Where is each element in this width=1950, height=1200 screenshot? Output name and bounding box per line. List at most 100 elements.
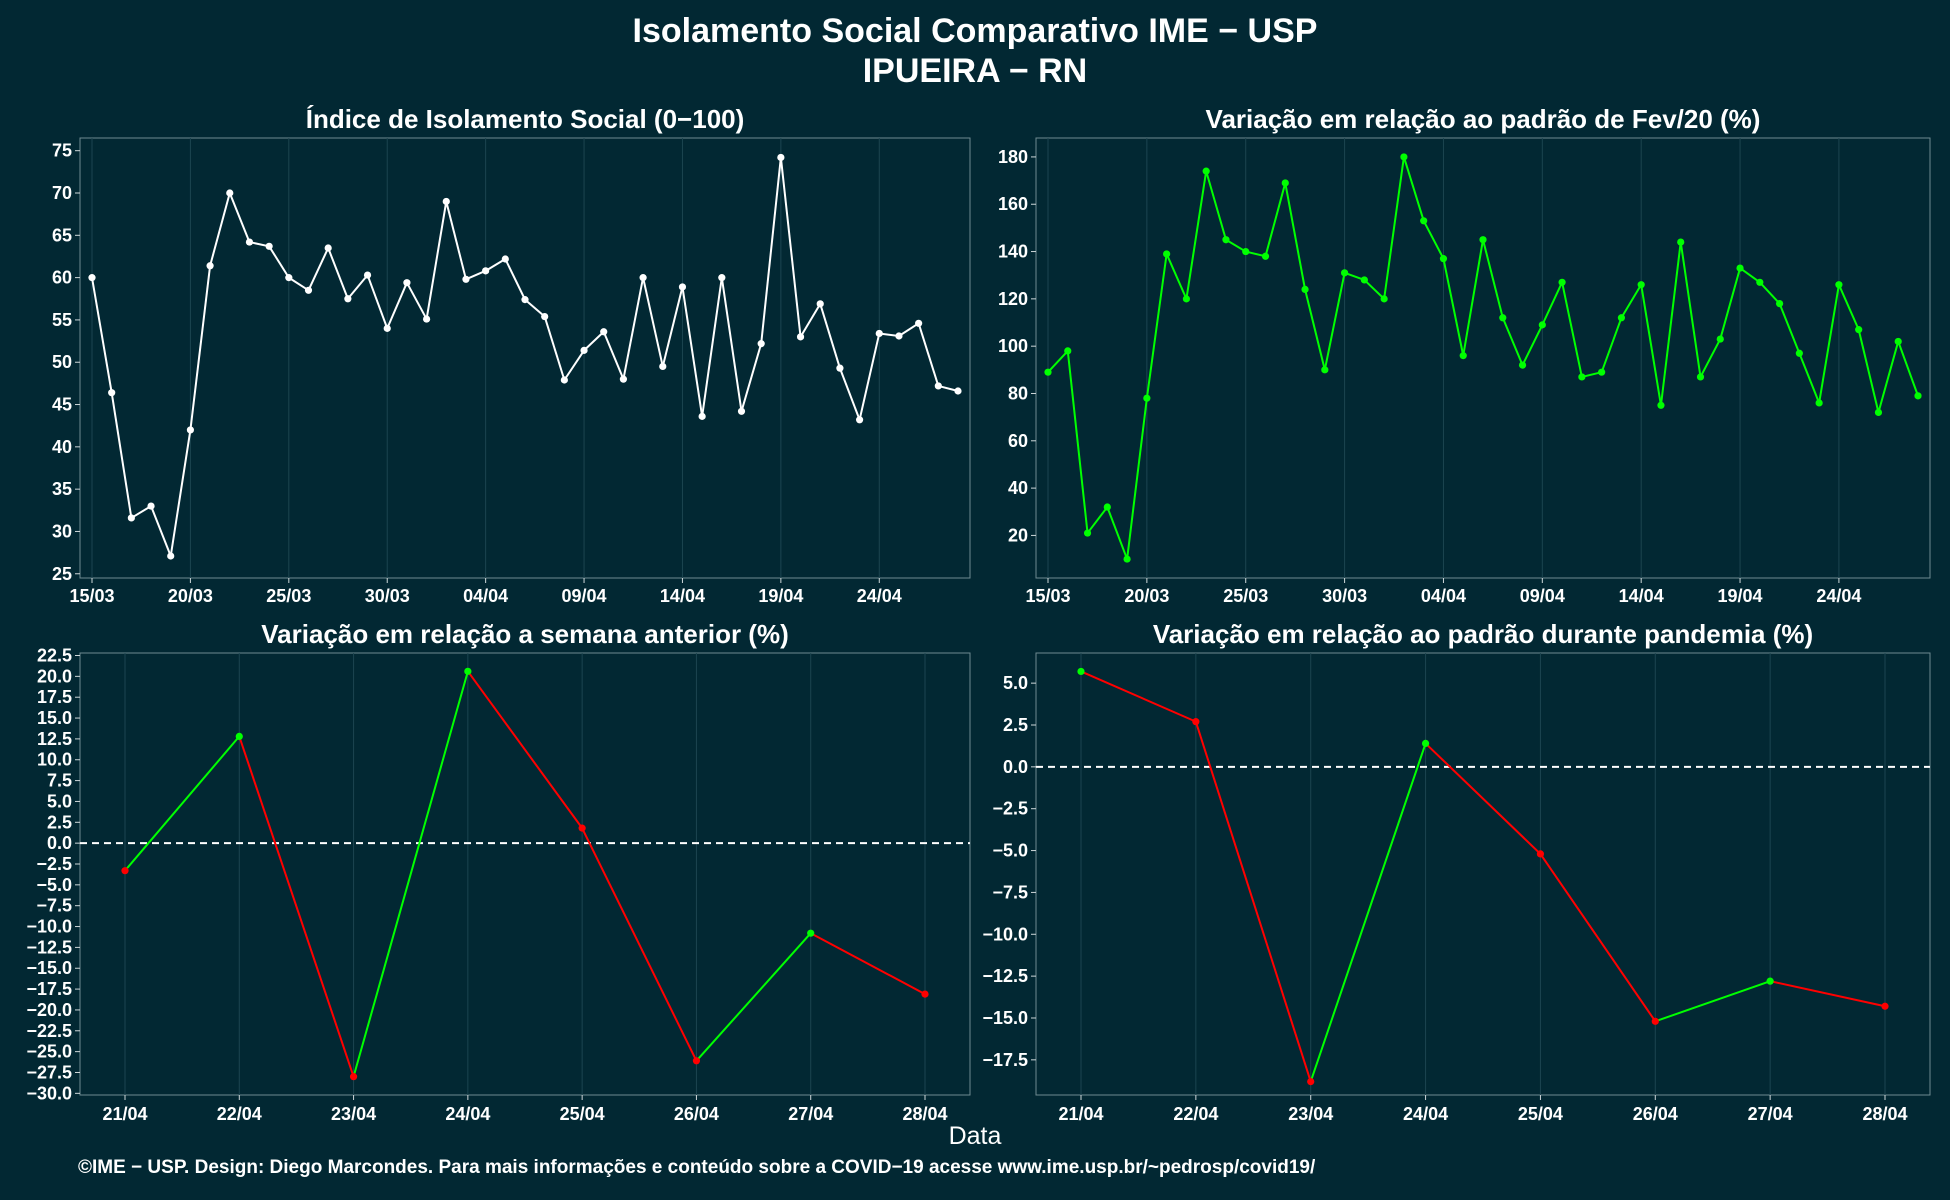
- series-segment: [1126, 398, 1148, 560]
- data-point: [245, 238, 254, 246]
- data-point: [639, 274, 647, 282]
- y-tick-label: 7.5: [47, 771, 72, 791]
- data-point: [1044, 368, 1052, 376]
- data-point: [1815, 399, 1823, 407]
- main-subtitle: IPUEIRA − RN: [862, 52, 1088, 90]
- data-point: [1657, 401, 1665, 409]
- data-point: [692, 1057, 701, 1065]
- data-point: [1518, 361, 1527, 369]
- data-point: [1192, 718, 1200, 726]
- y-tick-label: 60: [1008, 431, 1028, 451]
- y-tick-label: −12.5: [982, 966, 1028, 986]
- series-segment: [1383, 156, 1405, 299]
- y-tick-label: 75: [52, 141, 72, 161]
- y-tick-label: −22.5: [26, 1021, 72, 1041]
- panel-title-feb-baseline: Variação em relação ao padrão de Fev/20 …: [1206, 104, 1761, 134]
- y-tick-label: 140: [998, 242, 1028, 262]
- data-point: [482, 267, 490, 275]
- y-tick-label: −12.5: [26, 937, 72, 957]
- data-point: [121, 867, 129, 875]
- x-axis-common-label: Data: [948, 1122, 1002, 1150]
- series-segment: [150, 505, 172, 557]
- series-segment: [1798, 352, 1821, 404]
- series-segment: [543, 316, 566, 381]
- series-segment: [760, 157, 782, 344]
- y-tick-label: 22.5: [37, 646, 72, 666]
- series-segment: [642, 277, 664, 367]
- data-point: [1103, 503, 1111, 511]
- data-point: [1598, 368, 1606, 376]
- series-segment: [238, 736, 355, 1077]
- y-tick-label: 0.0: [47, 833, 72, 853]
- data-point: [127, 514, 135, 522]
- data-point: [1281, 179, 1289, 187]
- series-segment: [268, 245, 290, 279]
- data-point: [954, 387, 962, 395]
- data-point: [285, 274, 293, 282]
- x-tick-label: 25/04: [1518, 1104, 1563, 1124]
- panel-title-isolation-index: Índice de Isolamento Social (0−100): [306, 104, 745, 134]
- data-point: [718, 274, 726, 282]
- y-tick-label: 40: [1008, 478, 1028, 498]
- data-point: [1499, 314, 1507, 322]
- data-point: [807, 929, 815, 937]
- series-segment: [1462, 239, 1484, 356]
- series-segment: [661, 286, 684, 367]
- data-point: [1894, 337, 1902, 346]
- data-point: [324, 244, 332, 252]
- data-point: [1064, 347, 1072, 355]
- y-tick-label: 20.0: [37, 666, 72, 686]
- data-point: [541, 312, 549, 321]
- footer-credits: ©IME − USP. Design: Diego Marcondes. Par…: [78, 1157, 1316, 1178]
- y-tick-label: 50: [52, 352, 72, 372]
- data-point: [1558, 278, 1566, 286]
- series-segment: [1442, 258, 1465, 356]
- data-point: [1677, 238, 1685, 246]
- data-point: [1163, 250, 1171, 258]
- series-segment: [1264, 182, 1287, 257]
- data-point: [934, 382, 942, 390]
- data-point: [1766, 977, 1774, 985]
- data-point: [757, 340, 765, 348]
- data-point: [1775, 299, 1784, 308]
- x-tick-label: 24/04: [445, 1104, 490, 1124]
- y-tick-label: 20: [1008, 525, 1028, 545]
- y-tick-label: −30.0: [26, 1083, 72, 1103]
- series-segment: [799, 303, 822, 338]
- data-point: [265, 242, 273, 250]
- series-segment: [720, 277, 743, 412]
- series-segment: [386, 282, 408, 329]
- data-point: [521, 296, 529, 304]
- series-segment: [504, 258, 526, 301]
- data-point: [659, 362, 667, 371]
- data-point: [344, 295, 352, 303]
- series-segment: [1284, 182, 1307, 290]
- data-point: [1123, 555, 1131, 563]
- data-point: [1077, 667, 1085, 676]
- x-tick-label: 25/03: [1223, 586, 1268, 606]
- data-point: [1400, 153, 1408, 161]
- y-tick-label: −10.0: [26, 917, 72, 937]
- series-segment: [1539, 853, 1657, 1022]
- y-tick-label: 160: [998, 194, 1028, 214]
- data-point: [1380, 295, 1388, 303]
- data-point: [1835, 281, 1843, 289]
- panel-previous-week: Variação em relação a semana anterior (%…: [26, 619, 971, 1124]
- series-segment: [1402, 156, 1425, 222]
- plot-frame-previous-week: [79, 652, 971, 1096]
- series-segment: [1640, 284, 1662, 406]
- data-point: [1143, 394, 1151, 402]
- data-point: [875, 329, 883, 338]
- series-segment: [1739, 267, 1761, 284]
- series-segment: [1185, 170, 1208, 300]
- data-point: [1459, 352, 1467, 360]
- series-segment: [1759, 281, 1781, 305]
- series-segment: [347, 274, 369, 300]
- y-tick-label: −25.0: [26, 1042, 72, 1062]
- y-tick-label: −10.0: [982, 924, 1028, 944]
- series-segment: [406, 282, 428, 320]
- y-tick-label: −17.5: [982, 1050, 1028, 1070]
- y-tick-label: 30: [52, 521, 72, 541]
- data-point: [167, 552, 175, 560]
